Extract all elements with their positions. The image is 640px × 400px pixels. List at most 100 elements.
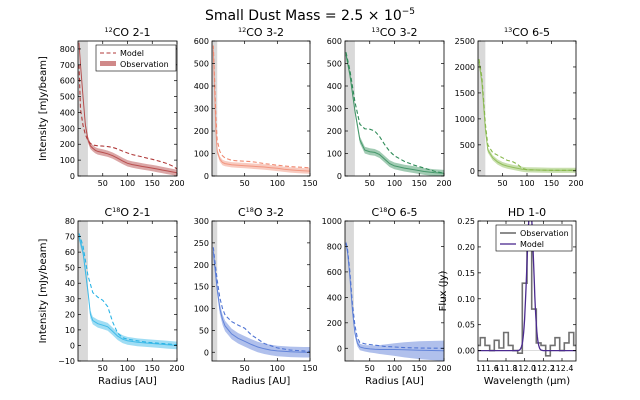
x-tick-label: 100	[270, 179, 285, 188]
y-tick-label: 500	[460, 141, 475, 150]
y-tick-label: 1000	[455, 115, 475, 124]
x-tick-label: 150	[412, 364, 427, 373]
x-tick-label: 200	[436, 364, 451, 373]
y-tick-label: 0.25	[457, 217, 475, 226]
legend-model-label: Model	[120, 49, 144, 58]
y-tick-label: 1000	[322, 217, 342, 226]
y-tick-label: 20	[65, 310, 75, 319]
x-axis-label: Radius [AU]	[232, 376, 291, 387]
x-tick-label: 50	[98, 179, 108, 188]
x-tick-label: 150	[145, 179, 160, 188]
y-tick-label: 800	[327, 242, 342, 251]
axes-frame	[211, 40, 311, 177]
x-tick-label: 50	[365, 364, 375, 373]
plot-area	[478, 41, 576, 176]
beam-shade	[78, 221, 88, 361]
y-tick-label: 400	[194, 82, 209, 91]
figure-title-text: Small Dust Mass = 2.5 × 10	[205, 8, 402, 24]
y-tick-label: 200	[327, 127, 342, 136]
plot-area	[212, 221, 310, 361]
beam-shade	[212, 221, 218, 361]
y-tick-label: 800	[60, 45, 75, 54]
panel-p2: 50 100 150 0 100 200 300 400 500 600 12CO 3-2	[194, 26, 318, 188]
axes-frame	[477, 220, 577, 362]
x-tick-label: 150	[145, 364, 160, 373]
model-line	[478, 59, 576, 171]
x-tick-label: 111.8	[495, 364, 518, 373]
y-tick-label: 600	[327, 268, 342, 277]
panel-title-prefix: C	[104, 206, 112, 219]
panel-p3: 50 100 150 200 0 100 200 300 400 500 600 13CO 3-2	[327, 26, 452, 188]
y-tick-label: 500	[60, 93, 75, 102]
y-tick-label: 0	[70, 341, 75, 350]
plot-area	[78, 221, 177, 361]
y-tick-label: 200	[194, 127, 209, 136]
panel-title: HD 1-0	[508, 206, 546, 219]
y-tick-label: 0	[70, 172, 75, 181]
x-tick-label: 50	[497, 179, 507, 188]
y-tick-label: 10	[65, 326, 75, 335]
y-tick-label: 0	[337, 344, 342, 353]
panel-title: 12CO 3-2	[238, 26, 284, 39]
panel-title-main: O 3-2	[254, 206, 284, 219]
x-tick-label: 200	[169, 179, 184, 188]
panel-title: C18O 3-2	[238, 206, 284, 219]
y-tick-label: 200	[194, 261, 209, 270]
y-tick-label: 0.10	[457, 295, 475, 304]
legend-observation-label: Observation	[120, 60, 169, 69]
x-tick-label: 111.6	[476, 364, 499, 373]
panel-p6: 50 100 150 0 50 100 150 200 250 300 C18O 3-2 Radius…	[194, 206, 318, 387]
x-tick-label: 100	[270, 364, 285, 373]
plot-area	[345, 41, 444, 176]
y-tick-label: 0	[337, 172, 342, 181]
panel-title-prefix: C	[238, 206, 246, 219]
x-tick-label: 112.4	[551, 364, 574, 373]
panel-title-isotope: 18	[379, 206, 387, 214]
observation-band	[479, 59, 576, 173]
panel-title-main: CO 2-1	[113, 26, 151, 39]
legend-box	[495, 224, 573, 252]
y-tick-label: 500	[194, 60, 209, 69]
x-tick-label: 200	[568, 179, 583, 188]
x-tick-label: 100	[387, 364, 402, 373]
y-tick-label: 300	[194, 105, 209, 114]
legend-box	[95, 44, 177, 72]
panel-title-main: CO 3-2	[246, 26, 284, 39]
x-tick-label: 100	[387, 179, 402, 188]
y-tick-label: 0.20	[457, 243, 475, 252]
plot-area	[478, 221, 576, 357]
model-line	[345, 242, 444, 349]
y-tick-label: 0	[470, 167, 475, 176]
x-tick-label: 150	[412, 179, 427, 188]
observation-line	[212, 49, 310, 172]
x-tick-label: 112.0	[513, 364, 536, 373]
x-tick-label: 200	[436, 179, 451, 188]
panel-p7: 50 100 150 200 0 200 400 600 800 1000 C18O 6-5 Radi…	[322, 206, 452, 387]
model-line	[345, 52, 444, 174]
y-tick-label: 1500	[455, 89, 475, 98]
y-tick-label: 100	[60, 156, 75, 165]
panel-p5: 50 100 150 200 −10 0 10 20 30 40 50 60 70 80 C18O 2-1 I…	[38, 206, 185, 387]
y-tick-label: 2500	[455, 37, 475, 46]
y-tick-label: 0.00	[457, 347, 475, 356]
y-tick-label: 100	[327, 150, 342, 159]
y-tick-label: 300	[60, 124, 75, 133]
legend: Model Observation	[95, 44, 177, 72]
axes-frame	[211, 220, 311, 362]
observation-band	[346, 51, 444, 176]
figure-title-exponent: −5	[402, 7, 415, 17]
legend-observation-label: Observation	[520, 229, 569, 238]
y-tick-label: 60	[65, 248, 75, 257]
observation-line	[478, 61, 576, 171]
panel-title-main: O 6-5	[387, 206, 417, 219]
axes-frame	[344, 220, 445, 362]
plot-area	[78, 41, 177, 176]
y-tick-label: 0	[204, 348, 209, 357]
observation-line	[78, 42, 177, 174]
panel-title-isotope: 18	[246, 206, 254, 214]
x-axis-label: Radius [AU]	[365, 376, 424, 387]
y-tick-label: 100	[194, 305, 209, 314]
x-tick-label: 150	[544, 179, 559, 188]
x-tick-label: 150	[302, 179, 317, 188]
